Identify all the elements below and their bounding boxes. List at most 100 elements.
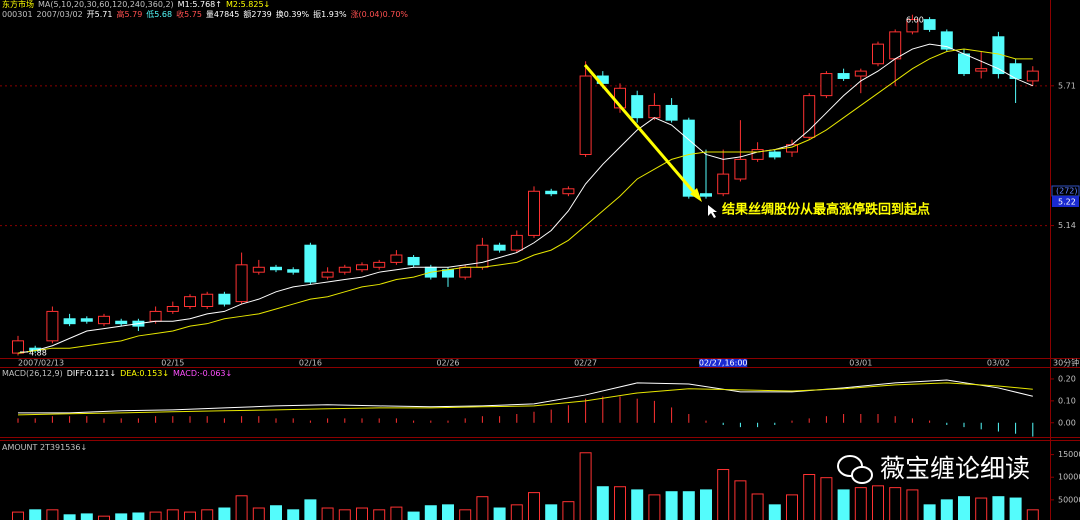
volume-bar [149, 511, 162, 520]
volume-bar [734, 480, 747, 520]
candle-body [717, 173, 730, 195]
y-tick-label: 5.14 [1058, 221, 1076, 230]
turnover: 换0.39% [275, 10, 310, 19]
quote-date: 2007/03/02 [36, 10, 83, 19]
high-annotation: 6.00 [906, 16, 924, 25]
volume-bar [528, 492, 540, 520]
volume-bar [184, 511, 196, 520]
x-tick-label: 03/01 [849, 359, 872, 368]
header-line-2: 000301 2007/03/02 开5.71 高5.79 低5.68 收5.75 量478… [2, 10, 412, 20]
watermark: 薇宝缠论细读 [880, 454, 1030, 483]
candle-body [201, 293, 214, 308]
candle-body [803, 95, 816, 138]
volume-bar [614, 486, 626, 520]
y-tick-label: 100000 [1058, 473, 1080, 482]
candle-body [958, 53, 970, 75]
volume-bar [1009, 497, 1022, 520]
volume-bar [442, 504, 454, 520]
arrow [583, 64, 699, 197]
volume-bar [631, 489, 644, 520]
volume-bar [407, 511, 420, 520]
m2-label: M2:5.825↓ [225, 0, 271, 9]
volume-bar [820, 477, 833, 520]
volume-bar [975, 497, 988, 520]
candle-body [115, 320, 128, 325]
candle-body [407, 256, 420, 266]
x-tick-label: 03/02 [987, 359, 1010, 368]
volume-bar [493, 507, 506, 520]
low-annotation: 4.88 [29, 349, 47, 358]
arrow-head [690, 188, 702, 202]
volume-bar [1026, 509, 1039, 520]
candle-body [166, 306, 179, 312]
candle-body [1026, 70, 1039, 82]
candle-body [442, 269, 454, 278]
volume-bar [545, 504, 558, 520]
cursor-price-box [1052, 196, 1079, 207]
candle-body [682, 119, 695, 197]
volume-bar [424, 505, 437, 520]
volume-bar [940, 499, 953, 520]
volume-bar [252, 507, 265, 520]
candle-body [545, 190, 558, 195]
volume-bar [235, 495, 248, 520]
diff-label: DIFF:0.121↓ [66, 369, 117, 378]
candle-body [356, 264, 368, 271]
wechat-icon [837, 455, 873, 484]
y-tick-label: 150000 [1058, 450, 1080, 459]
volume-bar [992, 496, 1005, 520]
macd-line [18, 379, 1033, 414]
candle-body [820, 73, 833, 97]
volume-bar [166, 509, 179, 520]
candle-body [149, 310, 162, 322]
volume-bar [304, 499, 317, 520]
x-tick-label: 2007/02/13 [18, 359, 64, 368]
x-tick-label: 02/16 [299, 359, 322, 368]
volume-bar [132, 512, 145, 520]
candle-body [665, 104, 678, 121]
candle-body [940, 31, 953, 50]
volume-bar [287, 509, 300, 520]
candle-body [923, 19, 936, 30]
volume-bar [837, 489, 850, 520]
open: 开5.71 [86, 10, 113, 19]
candle-body [184, 296, 196, 308]
candle-body [493, 244, 506, 251]
y-tick-label: 0.00 [1058, 418, 1076, 427]
volume-bar [98, 515, 110, 520]
volume-bar [700, 489, 712, 520]
candle-body [235, 264, 248, 303]
close: 收5.75 [176, 10, 202, 19]
volume-bar [596, 486, 609, 520]
volume-bar [786, 494, 798, 520]
volume-bar [889, 487, 902, 520]
candle-body [321, 271, 334, 278]
candle-body [270, 266, 282, 271]
volume-bar [648, 494, 661, 520]
candle-body [562, 188, 575, 195]
candle-body [373, 261, 386, 268]
candle-body [579, 75, 592, 155]
candle-body [218, 293, 231, 305]
cursor-count: (272) [1056, 187, 1078, 196]
volume-bar [63, 514, 76, 520]
macd-title: MACD(26,12,9) [2, 369, 63, 378]
cursor-price: 5.22 [1058, 198, 1076, 207]
candle-body [854, 70, 867, 77]
volume-bar [510, 504, 523, 520]
x-tick-label: 02/15 [161, 359, 184, 368]
m1-label: M1:5.768↑ [177, 0, 222, 9]
candle-body [648, 104, 661, 119]
candle-body [338, 266, 351, 273]
low: 低5.68 [146, 10, 173, 19]
indicator: MA(5,10,20,30,60,120,240,360,2) [38, 0, 174, 9]
candle-body [459, 266, 472, 278]
volume-bar [218, 507, 231, 520]
volume-bar [923, 504, 936, 520]
amplitude: 振1.93% [313, 10, 347, 19]
candle-body [63, 318, 76, 325]
volume-bar [579, 452, 592, 520]
macd-header: MACD(26,12,9) DIFF:0.121↓ DEA:0.153↓ MACD:-… [2, 369, 236, 379]
